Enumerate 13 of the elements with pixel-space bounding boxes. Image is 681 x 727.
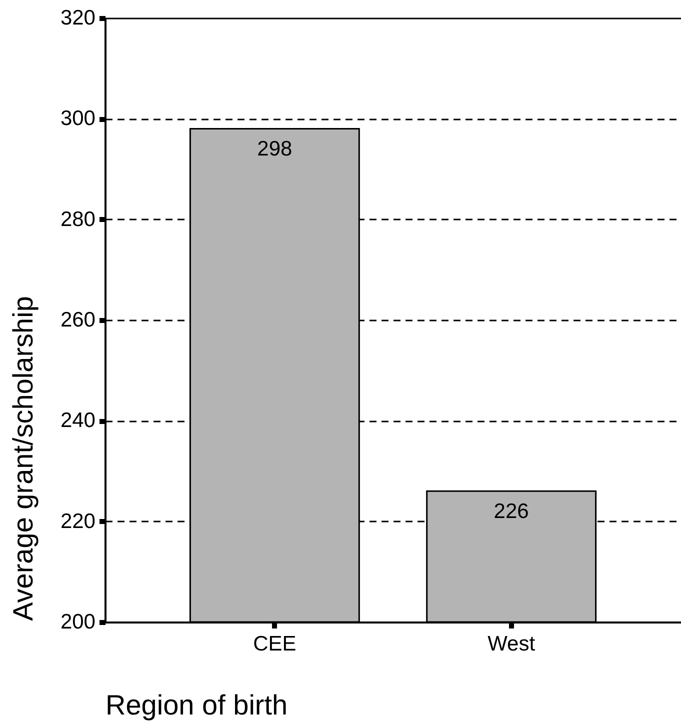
x-tick-label: West	[488, 632, 536, 656]
y-tick-label: 200	[60, 610, 96, 634]
y-tick-label: 300	[60, 107, 96, 130]
y-tick-label: 280	[60, 208, 96, 231]
x-tick-label: CEE	[253, 632, 296, 656]
y-tick-label: 220	[60, 510, 96, 533]
y-axis-title: Average grant/scholarship	[8, 296, 38, 621]
y-tick-label: 240	[60, 409, 96, 432]
data-label: 226	[494, 500, 529, 524]
data-label: 298	[257, 138, 292, 161]
x-axis-title: Region of birth	[106, 690, 288, 720]
y-tick-label: 260	[60, 308, 96, 332]
y-tick-label: 320	[60, 6, 96, 30]
